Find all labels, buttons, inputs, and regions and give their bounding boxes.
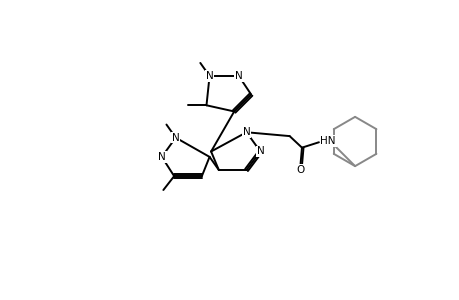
Text: HN: HN <box>320 136 335 146</box>
Text: N: N <box>157 152 165 162</box>
Text: N: N <box>256 146 263 157</box>
Text: N: N <box>172 133 179 142</box>
Text: N: N <box>205 71 213 81</box>
Text: O: O <box>296 165 304 175</box>
Text: N: N <box>242 127 250 137</box>
Text: N: N <box>235 71 242 81</box>
